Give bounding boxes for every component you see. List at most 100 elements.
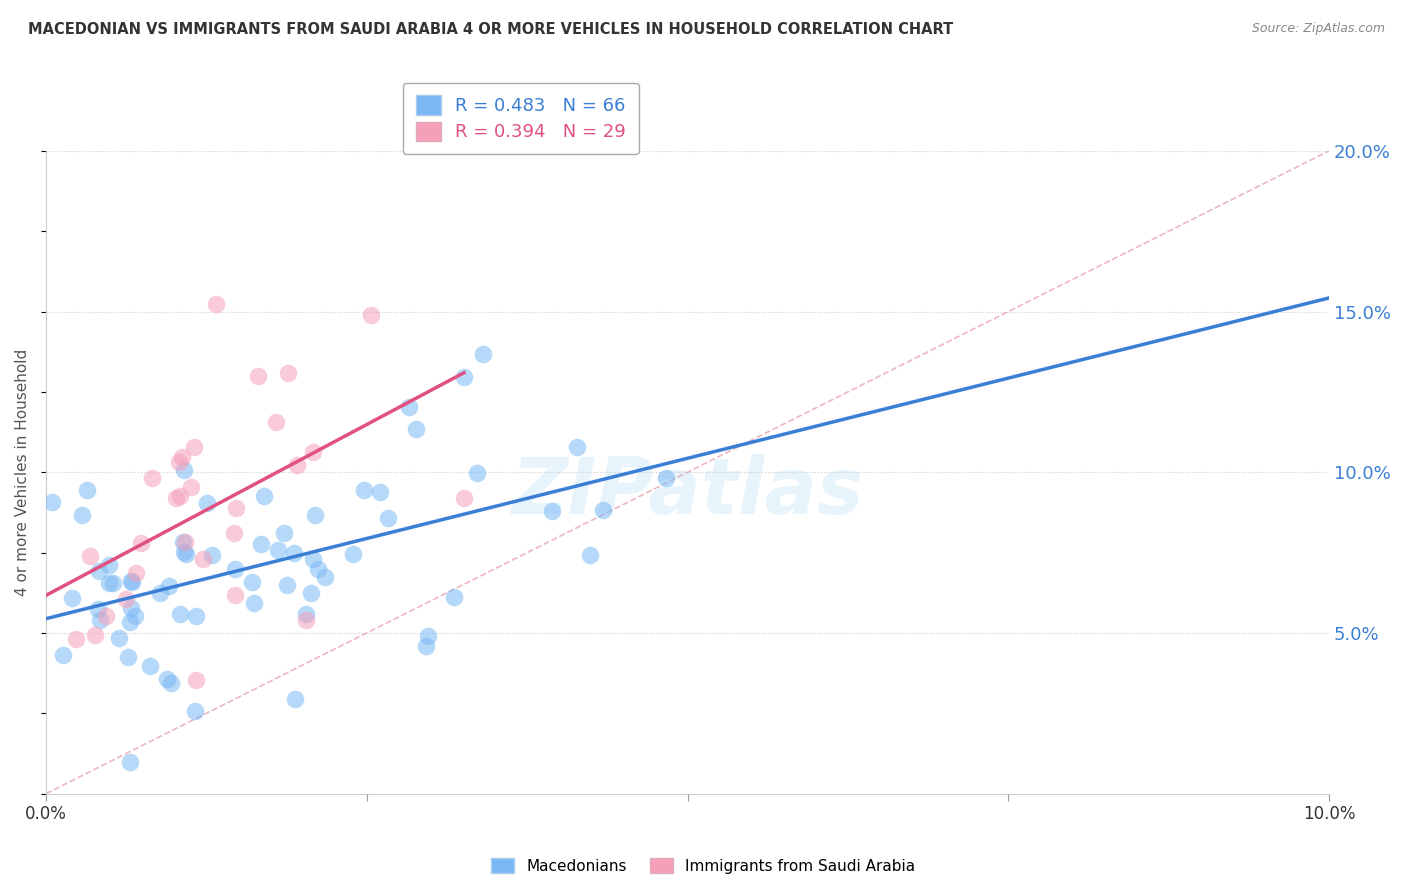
Point [277, 366, 299, 380]
Point [592, 503, 614, 517]
Point [225, 500, 247, 515]
Point [253, 489, 276, 503]
Point [89, 613, 111, 627]
Legend: R = 0.483   N = 66, R = 0.394   N = 29: R = 0.483 N = 66, R = 0.394 N = 29 [404, 83, 638, 154]
Point [183, 440, 205, 454]
Point [222, 526, 245, 541]
Point [94, 608, 117, 623]
Point [276, 577, 298, 591]
Point [84, 628, 107, 642]
Point [79, 549, 101, 564]
Point [204, 297, 226, 311]
Point [377, 511, 399, 525]
Point [87, 602, 110, 616]
Point [299, 586, 322, 600]
Point [405, 422, 427, 436]
Point [191, 551, 214, 566]
Point [249, 537, 271, 551]
Point [160, 676, 183, 690]
Point [302, 444, 325, 458]
Point [184, 704, 207, 718]
Point [70, 508, 93, 522]
Point [101, 576, 124, 591]
Point [180, 480, 202, 494]
Point [120, 600, 142, 615]
Point [453, 369, 475, 384]
Point [98, 576, 121, 591]
Point [465, 466, 488, 480]
Point [195, 496, 218, 510]
Point [295, 607, 318, 621]
Point [176, 547, 198, 561]
Point [120, 574, 142, 588]
Point [118, 755, 141, 769]
Point [114, 592, 136, 607]
Point [156, 673, 179, 687]
Point [360, 309, 382, 323]
Point [314, 570, 336, 584]
Point [169, 490, 191, 504]
Point [415, 639, 437, 653]
Point [342, 548, 364, 562]
Point [60, 591, 83, 606]
Point [157, 579, 180, 593]
Point [173, 545, 195, 559]
Point [368, 485, 391, 500]
Point [247, 368, 270, 383]
Point [170, 450, 193, 464]
Point [471, 347, 494, 361]
Point [41, 495, 63, 509]
Point [76, 483, 98, 497]
Point [141, 471, 163, 485]
Point [353, 483, 375, 497]
Point [108, 631, 131, 645]
Point [129, 535, 152, 549]
Point [307, 562, 329, 576]
Point [655, 471, 678, 485]
Text: MACEDONIAN VS IMMIGRANTS FROM SAUDI ARABIA 4 OR MORE VEHICLES IN HOUSEHOLD CORRE: MACEDONIAN VS IMMIGRANTS FROM SAUDI ARAB… [28, 22, 953, 37]
Point [295, 613, 318, 627]
Point [167, 455, 190, 469]
Point [284, 692, 307, 706]
Point [418, 629, 440, 643]
Point [124, 608, 146, 623]
Point [172, 535, 194, 549]
Point [121, 575, 143, 590]
Point [273, 525, 295, 540]
Point [52, 648, 75, 662]
Point [117, 650, 139, 665]
Point [169, 607, 191, 621]
Text: ZIPatlas: ZIPatlas [512, 453, 863, 530]
Point [453, 491, 475, 505]
Point [264, 415, 287, 429]
Point [174, 535, 197, 549]
Point [267, 542, 290, 557]
Point [304, 508, 326, 522]
Point [184, 608, 207, 623]
Point [224, 562, 246, 576]
Point [240, 574, 263, 589]
Point [97, 558, 120, 573]
Point [118, 615, 141, 630]
Point [165, 491, 187, 506]
Text: Source: ZipAtlas.com: Source: ZipAtlas.com [1251, 22, 1385, 36]
Point [224, 588, 246, 602]
Point [243, 596, 266, 610]
Point [579, 548, 602, 562]
Legend: Macedonians, Immigrants from Saudi Arabia: Macedonians, Immigrants from Saudi Arabi… [485, 852, 921, 880]
Point [302, 551, 325, 566]
Point [540, 504, 562, 518]
Point [283, 546, 305, 560]
Point [124, 566, 146, 580]
Point [149, 586, 172, 600]
Point [173, 462, 195, 476]
Point [285, 458, 308, 472]
Point [89, 564, 111, 578]
Point [65, 632, 87, 646]
Point [398, 401, 420, 415]
Point [443, 590, 465, 604]
Point [184, 673, 207, 687]
Point [201, 548, 224, 562]
Point [138, 658, 160, 673]
Y-axis label: 4 or more Vehicles in Household: 4 or more Vehicles in Household [15, 349, 30, 596]
